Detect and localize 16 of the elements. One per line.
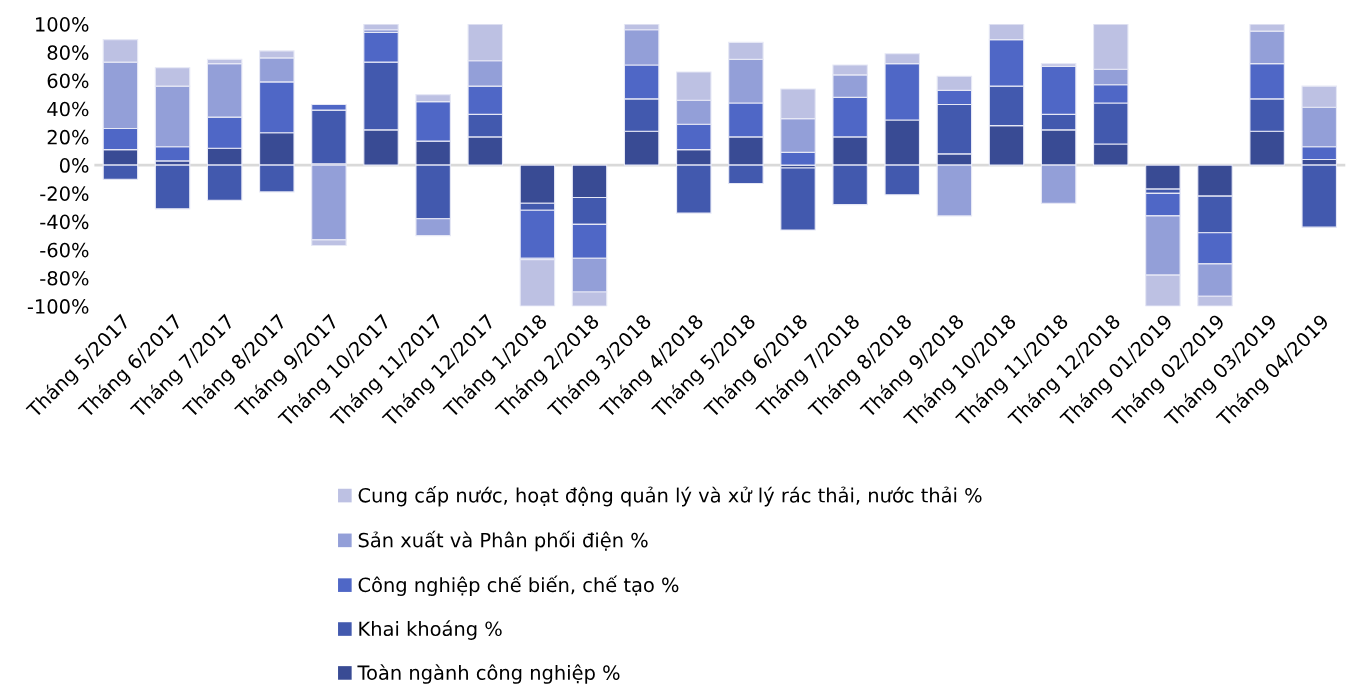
y-tick-label: 80% [47, 45, 89, 60]
y-tick-label: 20% [47, 129, 89, 145]
y-tick-label: -60% [40, 242, 89, 258]
legend-label: Khai khoáng % [359, 620, 502, 640]
y-tick-label: 60% [47, 73, 89, 89]
y-tick-label: -80% [40, 270, 89, 286]
y-tick-label: -40% [40, 214, 89, 230]
y-tick-label: 40% [47, 101, 89, 117]
legend-label: Cung cấp nước, hoạt động quản lý và xử lý rác thải, nước thải % [358, 485, 982, 507]
legend-label: Sản xuất và Phân phối điện % [358, 530, 648, 552]
y-tick-label: -20% [40, 186, 89, 201]
y-tick-label: 0% [59, 158, 89, 173]
legend-label: Công nghiệp chế biến, chế tạo % [358, 575, 679, 596]
y-tick-label: -100% [27, 299, 89, 314]
legend-label: Toàn ngành công nghiệp % [357, 664, 620, 684]
y-tick-label: 100% [36, 17, 89, 32]
